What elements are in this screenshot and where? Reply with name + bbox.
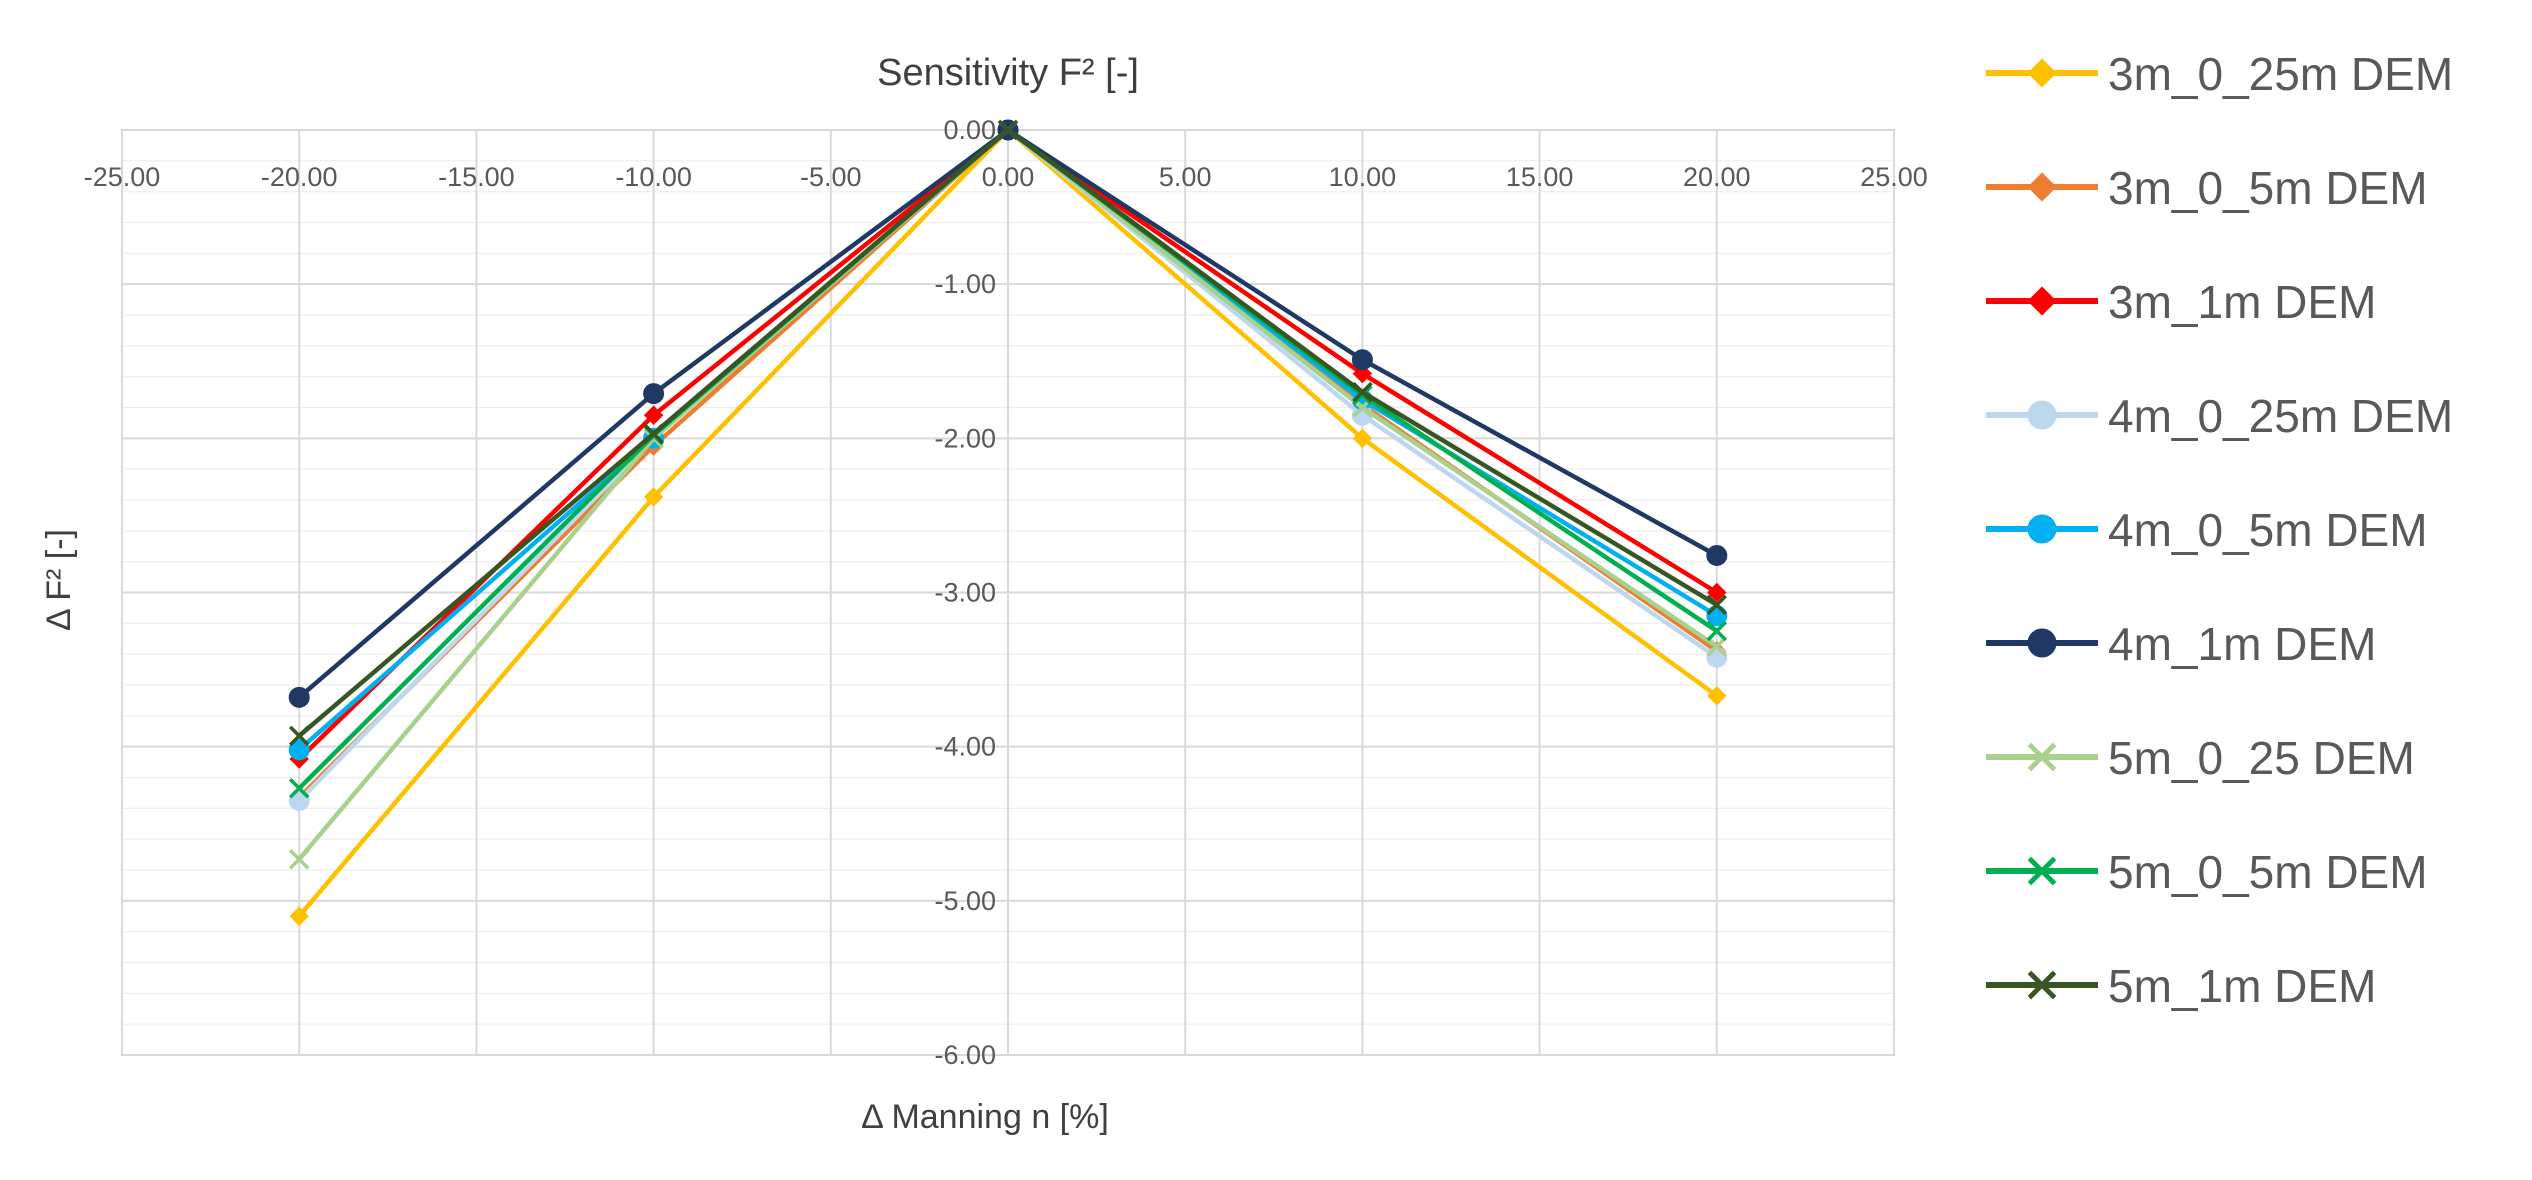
legend-marker <box>2027 742 2057 772</box>
legend-label: 4m_1m DEM <box>2108 618 2376 670</box>
data-point <box>1706 646 1728 668</box>
legend-item: 3m_0_5m DEM <box>1986 162 2428 214</box>
x-axis-label: Δ Manning n [%] <box>861 1098 1109 1136</box>
legend: 3m_0_25m DEM 3m_0_5m DEM 3m_1m DEM 4m_0_25m… <box>1986 48 2453 1012</box>
legend-item: 5m_0_5m DEM <box>1986 846 2428 898</box>
x-tick-label: -15.00 <box>438 162 515 192</box>
data-point <box>997 119 1019 141</box>
legend-label: 4m_0_25m DEM <box>2108 390 2453 442</box>
data-point <box>1706 545 1728 566</box>
data-point <box>288 739 310 761</box>
data-point <box>1352 428 1373 449</box>
x-tick-label: -20.00 <box>261 162 338 192</box>
x-tick-labels: -25.00 -20.00 -15.00 -10.00 -5.00 0.00 5.00 10.… <box>84 162 1928 192</box>
x-tick-label: -5.00 <box>800 162 862 192</box>
legend-label: 4m_0_5m DEM <box>2108 504 2428 556</box>
data-point <box>643 487 664 507</box>
data-point <box>1706 594 1728 616</box>
legend-item: 3m_1m DEM <box>1986 276 2376 328</box>
legend-item: 3m_0_25m DEM <box>1986 48 2453 100</box>
data-point <box>289 906 309 926</box>
x-tick-label: 10.00 <box>1329 162 1397 192</box>
data-point <box>643 423 664 444</box>
legend-label: 5m_0_5m DEM <box>2108 846 2428 898</box>
chart-title: Sensitivity F² [-] <box>877 52 1139 94</box>
legend-marker <box>2027 286 2057 316</box>
data-point <box>1706 620 1728 642</box>
legend-label: 3m_0_5m DEM <box>2108 162 2428 214</box>
data-point <box>288 778 310 799</box>
legend-marker <box>2027 400 2057 430</box>
x-tick-label: 15.00 <box>1506 162 1574 192</box>
y-tick-label: 0.00 <box>943 115 996 145</box>
series-layer <box>288 119 1728 926</box>
legend-item: 5m_1m DEM <box>1986 960 2376 1012</box>
legend-label: 5m_0_25 DEM <box>2108 732 2415 784</box>
legend-label: 3m_1m DEM <box>2108 276 2376 328</box>
y-tick-label: -6.00 <box>934 1040 996 1070</box>
y-tick-label: -4.00 <box>934 732 996 762</box>
y-tick-label: -2.00 <box>934 423 996 453</box>
data-point <box>1351 349 1373 371</box>
legend-item: 4m_0_5m DEM <box>1986 504 2428 556</box>
legend-item: 4m_1m DEM <box>1986 618 2376 670</box>
y-tick-label: -1.00 <box>934 269 996 299</box>
legend-marker <box>2027 172 2057 202</box>
legend-label: 5m_1m DEM <box>2108 960 2376 1012</box>
y-tick-label: -3.00 <box>934 578 996 608</box>
y-tick-label: -5.00 <box>934 886 996 916</box>
x-tick-label: 25.00 <box>1860 162 1928 192</box>
legend-item: 5m_0_25 DEM <box>1986 732 2415 784</box>
legend-item: 4m_0_25m DEM <box>1986 390 2453 442</box>
data-point <box>643 383 665 405</box>
data-point <box>1352 381 1373 403</box>
x-tick-label: 20.00 <box>1683 162 1751 192</box>
data-point <box>288 848 310 870</box>
legend-marker <box>2027 628 2057 658</box>
legend-marker <box>2027 856 2057 886</box>
x-tick-label: -10.00 <box>615 162 692 192</box>
data-point <box>1707 686 1727 706</box>
legend-marker <box>2027 58 2057 88</box>
x-tick-label: -25.00 <box>84 162 161 192</box>
y-axis-label: Δ F² [-] <box>40 529 78 631</box>
legend-marker <box>2027 514 2057 544</box>
x-tick-label: 5.00 <box>1159 162 1212 192</box>
legend-marker <box>2027 970 2057 1000</box>
y-tick-labels: 0.00 -1.00 -2.00 -3.00 -4.00 -5.00 -6.00 <box>934 115 996 1070</box>
series-5m_1m DEM <box>288 119 1728 747</box>
data-point <box>288 725 310 747</box>
legend-label: 3m_0_25m DEM <box>2108 48 2453 100</box>
data-point <box>1706 636 1728 657</box>
x-tick-label: 0.00 <box>982 162 1035 192</box>
data-point <box>1707 582 1727 603</box>
data-point <box>288 686 310 708</box>
data-point <box>643 405 664 425</box>
